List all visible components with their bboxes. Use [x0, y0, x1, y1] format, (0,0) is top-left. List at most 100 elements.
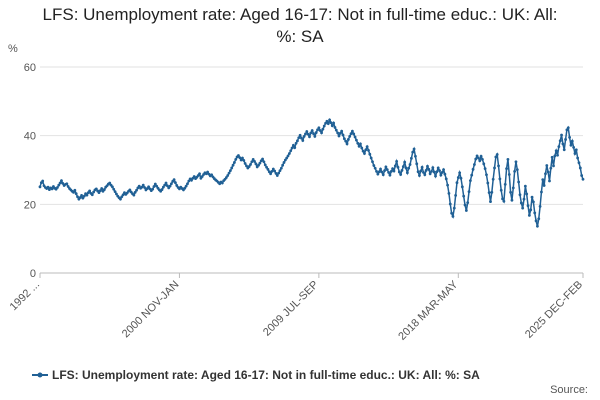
point — [574, 148, 578, 152]
point — [416, 170, 420, 174]
point — [454, 194, 458, 197]
point — [580, 174, 584, 177]
chart-title: LFS: Unemployment rate: Aged 16-17: Not … — [42, 5, 558, 46]
point — [128, 188, 132, 192]
point — [464, 209, 468, 212]
point — [384, 165, 388, 169]
point — [143, 186, 146, 189]
point — [298, 133, 302, 137]
point — [278, 169, 282, 173]
point — [287, 152, 291, 155]
point — [108, 181, 112, 185]
point — [517, 180, 521, 184]
point — [231, 163, 235, 167]
point — [227, 171, 231, 175]
point — [355, 138, 358, 142]
point — [243, 162, 247, 165]
point — [491, 177, 495, 181]
point — [153, 182, 157, 186]
point — [381, 173, 385, 177]
point — [577, 161, 581, 165]
point — [78, 196, 82, 199]
point — [499, 188, 503, 192]
point — [553, 154, 557, 158]
point — [316, 128, 319, 132]
point — [174, 181, 177, 185]
point — [473, 163, 476, 166]
point — [363, 152, 366, 155]
point — [389, 169, 393, 173]
point — [451, 214, 455, 218]
point — [400, 168, 404, 172]
point — [537, 217, 541, 221]
point — [525, 192, 529, 196]
point — [275, 174, 279, 177]
point — [56, 186, 59, 189]
point — [424, 168, 428, 172]
point — [405, 171, 409, 175]
point — [538, 204, 542, 208]
point — [387, 171, 390, 174]
point — [393, 164, 397, 168]
x-tick-label: 2000 NOV-JAN — [120, 279, 182, 341]
point — [377, 170, 381, 174]
point — [304, 132, 307, 136]
point — [442, 168, 445, 172]
point — [426, 164, 429, 168]
point — [361, 149, 365, 153]
point — [277, 171, 281, 175]
point — [239, 158, 243, 162]
point — [403, 160, 407, 164]
point — [155, 184, 159, 188]
point — [306, 132, 310, 136]
point — [467, 190, 471, 194]
point — [530, 195, 534, 199]
point — [519, 201, 523, 205]
point — [183, 186, 187, 190]
point — [352, 132, 356, 136]
point — [399, 173, 403, 176]
point — [168, 184, 172, 188]
point — [371, 160, 374, 164]
point — [338, 131, 342, 135]
y-tick-label: 40 — [24, 131, 36, 143]
point — [460, 185, 464, 189]
point — [111, 185, 114, 189]
point — [564, 138, 567, 141]
point — [73, 188, 77, 192]
point — [324, 121, 327, 125]
point — [251, 157, 255, 161]
point — [418, 174, 421, 177]
point — [253, 160, 256, 163]
point — [349, 132, 353, 136]
point — [141, 183, 145, 187]
point — [533, 211, 537, 215]
point — [301, 139, 305, 142]
point — [479, 154, 483, 158]
y-tick-label: 60 — [24, 62, 36, 74]
point — [552, 164, 555, 168]
point — [514, 160, 518, 164]
point — [345, 142, 349, 146]
point — [474, 157, 478, 161]
point — [97, 191, 101, 195]
point — [498, 177, 502, 181]
point — [342, 137, 346, 141]
point — [515, 168, 519, 172]
point — [542, 184, 546, 187]
point — [422, 171, 425, 174]
point — [100, 187, 104, 190]
point — [435, 170, 439, 174]
point — [527, 213, 531, 217]
point — [391, 167, 395, 171]
point — [192, 175, 196, 178]
point — [561, 142, 565, 146]
point — [548, 179, 551, 183]
point — [72, 190, 75, 194]
point — [61, 181, 65, 185]
point — [350, 129, 354, 133]
point — [60, 179, 63, 183]
point — [556, 153, 559, 157]
point — [367, 149, 370, 152]
point — [102, 188, 106, 191]
